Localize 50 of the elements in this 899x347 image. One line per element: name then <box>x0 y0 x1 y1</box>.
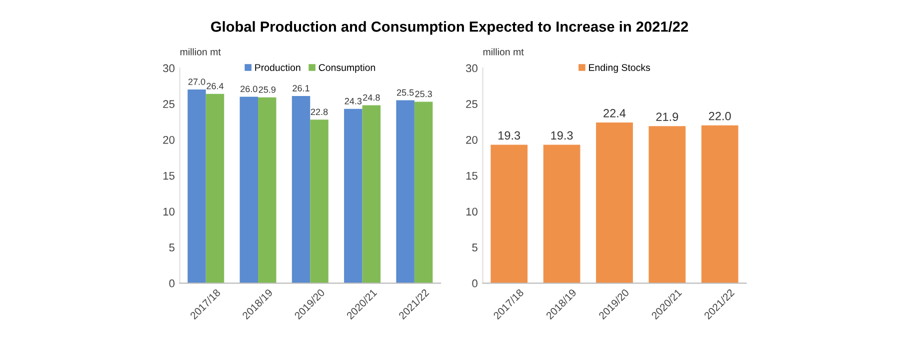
y-tick-label: 20 <box>466 136 478 144</box>
y-axis-title: million mt <box>180 48 221 56</box>
data-label: 26.4 <box>206 82 224 90</box>
y-tick-label: 5 <box>472 244 478 252</box>
data-label: 21.9 <box>656 112 678 121</box>
y-tick-label: 15 <box>163 172 174 180</box>
legend-label: Production <box>255 64 300 71</box>
y-tick-label: 10 <box>466 208 478 216</box>
chart-title: Global Production and Consumption Expected to Increase in 2021/22 <box>211 21 688 35</box>
data-label: 27.0 <box>188 78 206 85</box>
y-tick-label: 10 <box>163 208 175 216</box>
bar <box>414 102 433 284</box>
y-tick-label: 25 <box>163 100 174 108</box>
y-tick-label: 20 <box>163 136 175 144</box>
data-label: 25.9 <box>258 86 276 93</box>
data-label: 19.3 <box>498 131 520 140</box>
bar <box>543 144 580 284</box>
y-tick-label: 30 <box>466 64 478 72</box>
y-tick-label: 5 <box>169 244 174 252</box>
bar <box>701 125 738 284</box>
data-label: 24.3 <box>344 98 362 104</box>
data-label: 19.3 <box>551 131 573 140</box>
bar <box>648 126 686 284</box>
bar <box>396 100 414 284</box>
data-label: 25.5 <box>396 89 414 96</box>
bar <box>596 122 633 284</box>
bar <box>258 97 276 284</box>
y-tick-label: 25 <box>466 100 478 108</box>
y-tick-label: 30 <box>163 64 175 72</box>
data-label: 24.8 <box>363 94 380 101</box>
data-label: 25.3 <box>415 90 432 98</box>
data-label: 22.8 <box>310 108 328 116</box>
legend-label: Consumption <box>318 64 376 73</box>
data-label: 22.0 <box>708 112 731 120</box>
legend-label: Ending Stocks <box>589 64 650 73</box>
bar <box>362 105 381 284</box>
y-tick-label: 0 <box>472 279 478 288</box>
data-label: 22.4 <box>604 109 626 118</box>
y-tick-label: 15 <box>466 172 478 180</box>
bar <box>240 96 258 284</box>
bar <box>310 120 328 284</box>
data-label: 26.1 <box>292 85 310 92</box>
data-label: 26.0 <box>240 86 258 92</box>
bar <box>490 144 528 284</box>
y-tick-label: 0 <box>169 279 175 288</box>
bar <box>344 108 362 284</box>
bar <box>188 90 206 284</box>
bar <box>206 94 224 284</box>
bar <box>292 96 310 284</box>
y-axis-title: million mt <box>483 48 524 56</box>
